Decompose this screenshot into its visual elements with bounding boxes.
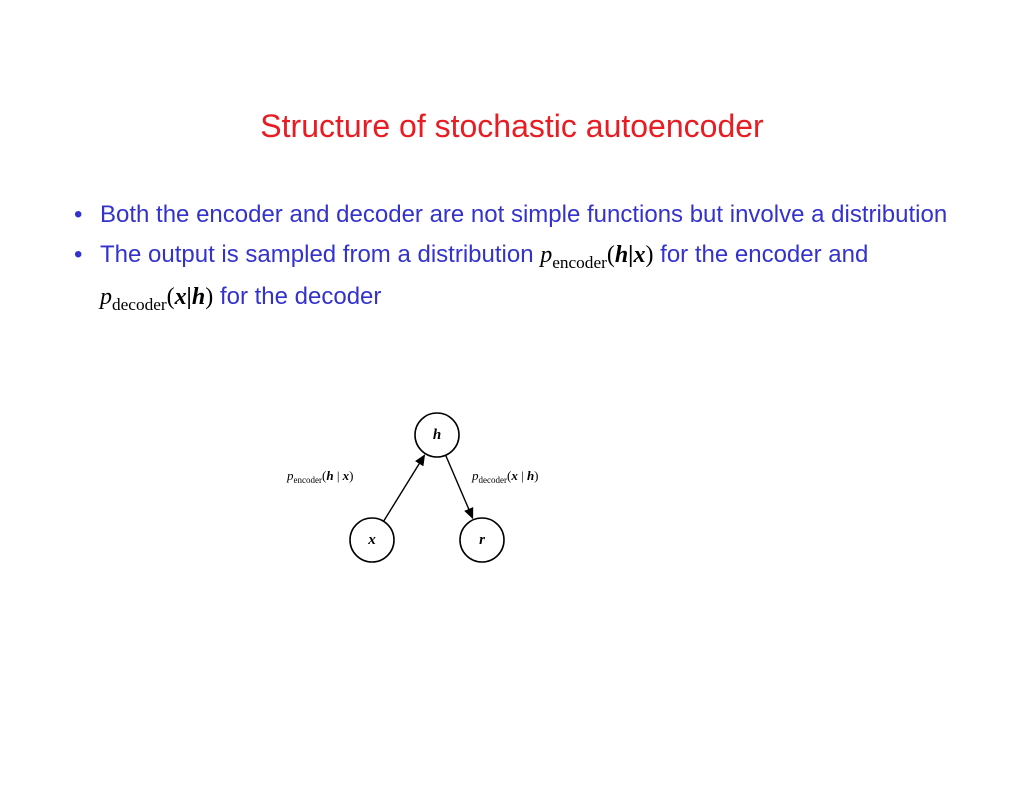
math-p: p — [100, 284, 112, 310]
math-paren: ) — [646, 242, 654, 268]
diagram-edge — [384, 455, 425, 521]
math-paren: ( — [607, 242, 615, 268]
math-p: p — [540, 242, 552, 268]
edge-label: pencoder(h | x) — [286, 468, 354, 485]
bullet-marker: • — [70, 198, 100, 232]
slide-title: Structure of stochastic autoencoder — [0, 108, 1024, 145]
bullet-text-post: for the decoder — [213, 283, 381, 310]
node-label-r: r — [479, 532, 485, 548]
nodes-group: h x r — [350, 413, 504, 562]
edge-label: pdecoder(x | h) — [471, 468, 539, 485]
math-arg: h|x — [615, 242, 646, 268]
math-sub: encoder — [552, 253, 607, 272]
diagram-svg: h x r pencoder(h | x) pdecoder(x | h) — [282, 400, 592, 580]
math-sub: decoder — [112, 295, 167, 314]
bullet-item: • Both the encoder and decoder are not s… — [70, 198, 950, 232]
edge-labels-group: pencoder(h | x) pdecoder(x | h) — [286, 468, 539, 485]
node-label-h: h — [433, 427, 441, 443]
bullet-marker: • — [70, 238, 100, 272]
math-encoder: pencoder(h|x) — [540, 241, 653, 268]
bullet-list: • Both the encoder and decoder are not s… — [70, 198, 950, 328]
bullet-text: Both the encoder and decoder are not sim… — [100, 198, 947, 232]
autoencoder-diagram: h x r pencoder(h | x) pdecoder(x | h) — [282, 400, 592, 580]
math-paren: ( — [167, 284, 175, 310]
edges-group — [384, 455, 473, 521]
math-decoder: pdecoder(x|h) — [100, 283, 213, 310]
bullet-text-pre: The output is sampled from a distributio… — [100, 241, 540, 268]
bullet-text: The output is sampled from a distributio… — [100, 238, 950, 322]
slide: Structure of stochastic autoencoder • Bo… — [0, 0, 1024, 791]
diagram-edge — [446, 455, 473, 518]
bullet-text-mid: for the encoder and — [654, 241, 869, 268]
bullet-item: • The output is sampled from a distribut… — [70, 238, 950, 322]
math-arg: x|h — [175, 284, 206, 310]
node-label-x: x — [367, 532, 376, 548]
